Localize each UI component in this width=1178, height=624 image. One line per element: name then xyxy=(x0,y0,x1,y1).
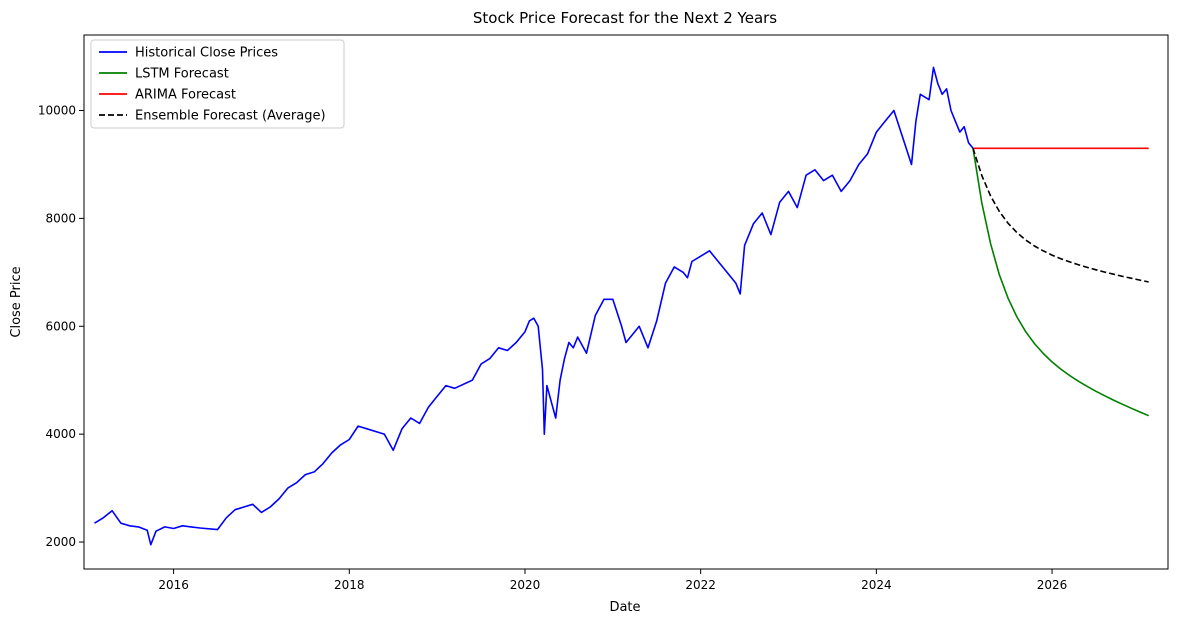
y-tick-label: 8000 xyxy=(45,211,76,225)
legend-label: Historical Close Prices xyxy=(135,46,278,61)
y-tick-label: 10000 xyxy=(38,104,76,118)
legend-label: Ensemble Forecast (Average) xyxy=(135,109,326,124)
y-tick-label: 2000 xyxy=(45,535,76,549)
x-axis-label: Date xyxy=(609,600,640,615)
x-axis-ticks: 2016 2018 2020 2022 2024 2026 xyxy=(158,569,1067,592)
series-line-0 xyxy=(94,66,974,546)
series-layer xyxy=(94,66,1150,546)
legend: Historical Close Prices LSTM Forecast ARIM… xyxy=(90,39,345,129)
legend-label: ARIMA Forecast xyxy=(135,88,236,103)
x-tick-label: 2020 xyxy=(510,578,541,592)
y-axis-label: Close Price xyxy=(9,266,24,337)
series-line-1 xyxy=(972,148,1150,417)
x-tick-label: 2022 xyxy=(685,578,716,592)
y-axis-ticks: 2000 4000 6000 8000 10000 xyxy=(38,104,84,549)
x-tick-label: 2018 xyxy=(334,578,365,592)
plot-frame xyxy=(83,34,1169,570)
series-line-3 xyxy=(972,148,1149,283)
x-tick-label: 2024 xyxy=(861,578,892,592)
legend-box xyxy=(90,39,345,129)
chart-title: Stock Price Forecast for the Next 2 Year… xyxy=(473,9,777,27)
y-tick-label: 4000 xyxy=(45,427,76,441)
y-tick-label: 6000 xyxy=(45,319,76,333)
legend-label: LSTM Forecast xyxy=(135,67,229,82)
x-tick-label: 2016 xyxy=(158,578,189,592)
x-tick-label: 2026 xyxy=(1037,578,1068,592)
